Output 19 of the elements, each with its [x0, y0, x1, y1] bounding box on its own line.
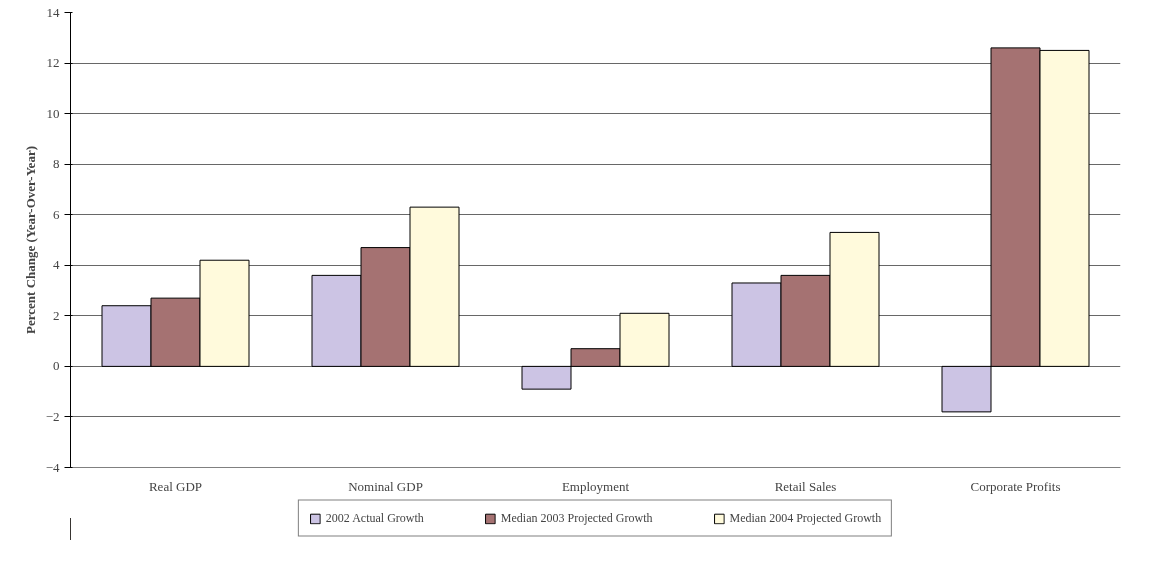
x-tick-label: Employment	[561, 478, 630, 494]
y-tick-label: 8	[53, 156, 60, 172]
y-tick-label: 10	[46, 105, 60, 121]
y-tick-label: 2	[53, 307, 60, 323]
legend-label: Median 2004 Projected Growth	[729, 510, 882, 526]
legend-label: Median 2003 Projected Growth	[500, 510, 653, 526]
y-tick-label: 0	[53, 358, 60, 374]
y-axis-title: Percent Change (Year-Over-Year)	[22, 146, 38, 334]
y-tick-label: 14	[46, 4, 60, 20]
y-tick-label: 4	[53, 257, 60, 273]
x-tick-label: Retail Sales	[774, 478, 837, 494]
x-tick-label: Nominal GDP	[348, 478, 423, 494]
y-tick-label: 6	[53, 206, 60, 222]
x-tick-label: Corporate Profits	[970, 478, 1061, 494]
x-tick-label: Real GDP	[148, 478, 203, 494]
y-tick-label: −2	[45, 408, 60, 424]
legend-label: 2002 Actual Growth	[325, 510, 424, 526]
y-tick-label: −4	[45, 459, 60, 475]
y-tick-label: 12	[46, 55, 60, 71]
